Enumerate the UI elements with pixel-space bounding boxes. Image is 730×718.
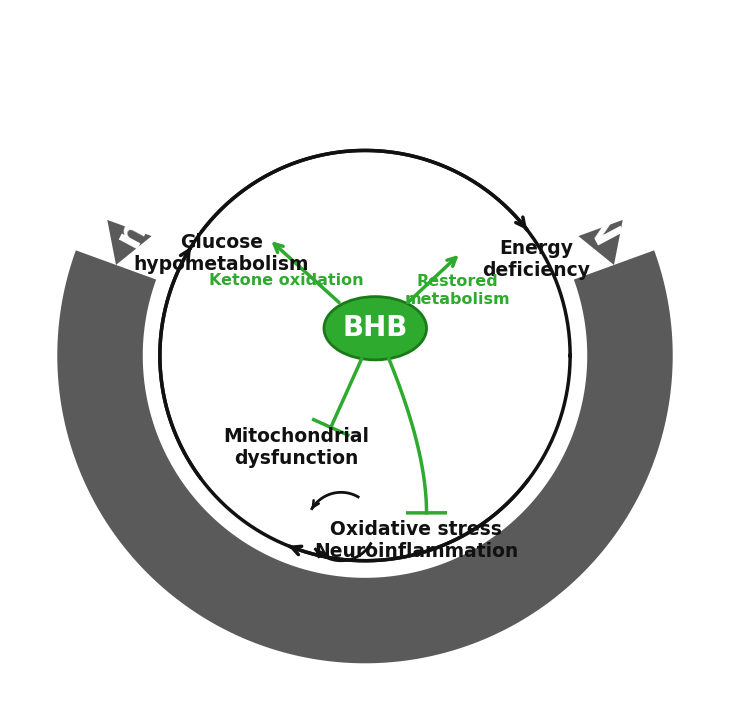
Text: Oxidative stress
Neuroinflammation: Oxidative stress Neuroinflammation: [314, 520, 518, 561]
Text: BHB: BHB: [342, 314, 408, 342]
Text: Energy
deficiency: Energy deficiency: [482, 239, 590, 280]
Text: i: i: [155, 155, 191, 191]
Text: Mitochondrial
dysfunction: Mitochondrial dysfunction: [223, 427, 369, 468]
Text: e: e: [418, 78, 453, 122]
Text: r: r: [244, 91, 277, 134]
Text: e: e: [352, 72, 378, 110]
Text: e: e: [557, 179, 603, 223]
Text: o: o: [480, 106, 523, 151]
Text: a: a: [207, 106, 250, 151]
Polygon shape: [107, 220, 152, 265]
Text: t: t: [180, 129, 218, 169]
Text: Restored
metabolism: Restored metabolism: [404, 274, 510, 307]
Text: N: N: [575, 208, 623, 254]
Text: u: u: [534, 150, 580, 196]
Polygon shape: [57, 251, 673, 663]
Text: o: o: [127, 179, 173, 223]
Text: d: d: [449, 89, 490, 135]
Text: n: n: [108, 210, 154, 252]
Text: g: g: [385, 73, 417, 113]
Polygon shape: [578, 220, 623, 265]
Text: n: n: [313, 73, 345, 113]
Ellipse shape: [324, 297, 426, 360]
Text: r: r: [512, 128, 550, 169]
Text: Glucose
hypometabolism: Glucose hypometabolism: [134, 233, 309, 274]
Text: Ketone oxidation: Ketone oxidation: [209, 273, 364, 288]
Text: e: e: [277, 78, 312, 122]
